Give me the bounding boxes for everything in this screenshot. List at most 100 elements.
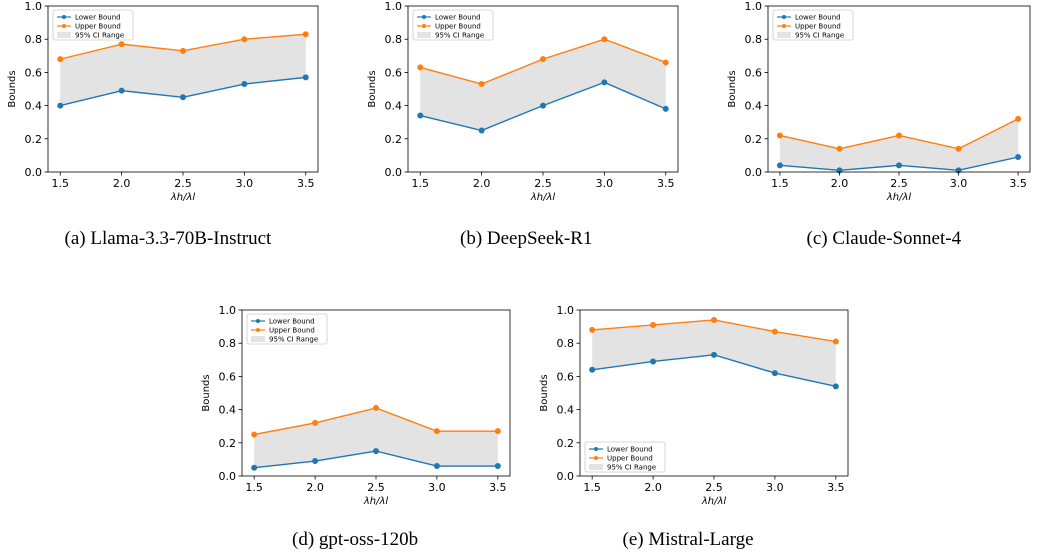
x-tick-label: 1.5 bbox=[245, 481, 263, 494]
lower-bound-point bbox=[57, 102, 64, 109]
y-tick-label: 0.2 bbox=[745, 133, 763, 146]
upper-bound-point bbox=[955, 145, 962, 152]
lower-bound-point bbox=[373, 448, 379, 455]
y-tick-label: 0.0 bbox=[25, 166, 43, 179]
y-tick-label: 1.0 bbox=[557, 304, 575, 317]
legend-box bbox=[772, 9, 854, 41]
upper-bound-point bbox=[1015, 115, 1022, 122]
lower-bound-point bbox=[478, 127, 485, 134]
upper-bound-point bbox=[433, 428, 440, 435]
subfigure-caption: (d) gpt-oss-120b bbox=[292, 529, 419, 550]
x-axis-label: λh/λl bbox=[701, 496, 727, 507]
x-tick-label: 2.0 bbox=[831, 177, 849, 190]
legend-patch bbox=[417, 32, 431, 38]
lower-bound-point bbox=[118, 87, 125, 94]
upper-bound-point bbox=[118, 41, 125, 48]
legend-patch bbox=[589, 464, 603, 470]
legend-label: Lower Bound bbox=[607, 446, 653, 454]
y-tick-label: 0.4 bbox=[385, 100, 403, 113]
x-tick-label: 1.5 bbox=[583, 481, 601, 494]
lower-bound-point bbox=[896, 162, 902, 169]
lower-bound-point bbox=[417, 112, 424, 119]
y-tick-label: 0.8 bbox=[219, 337, 237, 350]
legend-label: Lower Bound bbox=[435, 14, 481, 22]
y-tick-label: 0.2 bbox=[557, 437, 575, 450]
upper-bound-point bbox=[57, 56, 64, 63]
x-tick-label: 3.5 bbox=[827, 481, 845, 494]
x-tick-label: 1.5 bbox=[52, 177, 70, 190]
legend-box bbox=[246, 313, 328, 345]
legend-marker bbox=[594, 447, 598, 451]
lower-bound-point bbox=[589, 366, 596, 373]
x-axis-label: λh/λl bbox=[363, 496, 389, 507]
y-tick-label: 0.2 bbox=[219, 437, 237, 450]
upper-bound-point bbox=[771, 328, 778, 335]
upper-bound-point bbox=[832, 338, 839, 345]
y-tick-label: 0.4 bbox=[557, 404, 575, 417]
legend-marker bbox=[62, 24, 66, 28]
ci-band bbox=[779, 118, 1019, 171]
upper-bound-point bbox=[776, 132, 783, 139]
y-tick-label: 0.8 bbox=[385, 33, 403, 46]
upper-bound-point bbox=[373, 404, 379, 411]
legend-label: Lower Bound bbox=[269, 318, 315, 326]
upper-bound-point bbox=[836, 145, 843, 152]
upper-bound-point bbox=[312, 419, 319, 426]
legend-marker bbox=[256, 328, 260, 332]
legend-label: Upper Bound bbox=[607, 455, 653, 463]
lower-bound-point bbox=[711, 351, 717, 358]
legend-label: Upper Bound bbox=[269, 327, 315, 335]
y-tick-label: 0.0 bbox=[745, 166, 763, 179]
x-tick-label: 3.0 bbox=[428, 481, 446, 494]
subfigure-caption: (e) Mistral-Large bbox=[622, 529, 754, 550]
y-axis-label: Bounds bbox=[201, 374, 212, 411]
x-tick-label: 3.5 bbox=[657, 177, 675, 190]
upper-bound-point bbox=[896, 132, 902, 139]
y-tick-label: 0.2 bbox=[385, 133, 403, 146]
legend-marker bbox=[62, 15, 66, 19]
legend-box bbox=[52, 9, 134, 41]
upper-bound-point bbox=[417, 64, 424, 71]
x-tick-label: 2.0 bbox=[113, 177, 131, 190]
lower-bound-point bbox=[662, 105, 669, 112]
legend-marker bbox=[782, 24, 786, 28]
y-axis-label: Bounds bbox=[727, 70, 738, 107]
x-tick-label: 1.5 bbox=[771, 177, 789, 190]
upper-bound-point bbox=[180, 47, 186, 54]
legend-marker bbox=[594, 456, 598, 460]
x-tick-label: 2.0 bbox=[306, 481, 324, 494]
x-tick-label: 3.5 bbox=[297, 177, 315, 190]
lower-bound-point bbox=[540, 102, 546, 109]
x-axis-label: λh/λl bbox=[886, 192, 912, 203]
upper-bound-point bbox=[478, 81, 485, 88]
legend-box bbox=[584, 441, 666, 473]
legend-marker bbox=[782, 15, 786, 19]
lower-bound-point bbox=[312, 458, 319, 465]
x-tick-label: 1.5 bbox=[412, 177, 430, 190]
x-tick-label: 3.5 bbox=[1009, 177, 1027, 190]
lower-bound-point bbox=[241, 81, 248, 88]
y-tick-label: 0.4 bbox=[219, 404, 237, 417]
upper-bound-point bbox=[302, 31, 309, 38]
y-tick-label: 0.8 bbox=[557, 337, 575, 350]
y-tick-label: 1.0 bbox=[385, 0, 403, 13]
lower-bound-point bbox=[832, 383, 839, 390]
x-tick-label: 2.5 bbox=[534, 177, 552, 190]
y-tick-label: 0.6 bbox=[557, 370, 575, 383]
upper-bound-point bbox=[589, 326, 596, 333]
lower-bound-point bbox=[302, 74, 309, 81]
y-tick-label: 1.0 bbox=[25, 0, 43, 13]
upper-bound-point bbox=[540, 56, 546, 63]
